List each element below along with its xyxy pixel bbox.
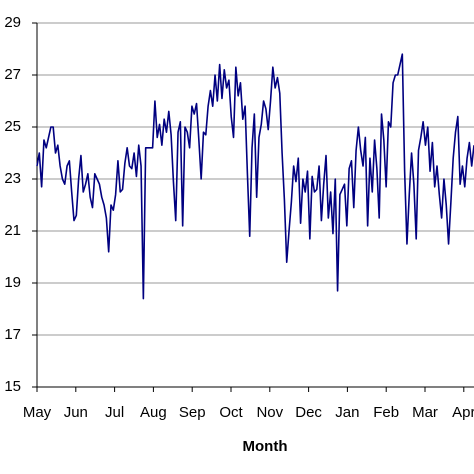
data-line bbox=[36, 53, 474, 300]
x-tick-label: Oct bbox=[219, 404, 243, 421]
x-tick-label: Jun bbox=[64, 404, 88, 421]
x-axis-label: Month bbox=[243, 438, 288, 455]
x-tick-label: Nov bbox=[256, 404, 283, 421]
y-tick-label: 23 bbox=[4, 170, 21, 187]
x-tick-label: May bbox=[23, 404, 52, 421]
x-tick-label: Apr bbox=[452, 404, 474, 421]
x-tick-label: Jan bbox=[335, 404, 359, 421]
x-tick-label: Dec bbox=[295, 404, 322, 421]
x-tick-label: Jul bbox=[105, 404, 124, 421]
y-tick-label: 15 bbox=[4, 378, 21, 395]
y-tick-label: 21 bbox=[4, 222, 21, 239]
y-tick-label: 17 bbox=[4, 326, 21, 343]
x-tick-label: Sep bbox=[179, 404, 206, 421]
y-tick-label: 19 bbox=[4, 274, 21, 291]
x-tick-label: Feb bbox=[373, 404, 399, 421]
y-tick-label: 27 bbox=[4, 66, 21, 83]
y-tick-label: 29 bbox=[4, 14, 21, 31]
y-tick-label: 25 bbox=[4, 118, 21, 135]
x-tick-label: Aug bbox=[140, 404, 167, 421]
x-tick-label: Mar bbox=[412, 404, 438, 421]
